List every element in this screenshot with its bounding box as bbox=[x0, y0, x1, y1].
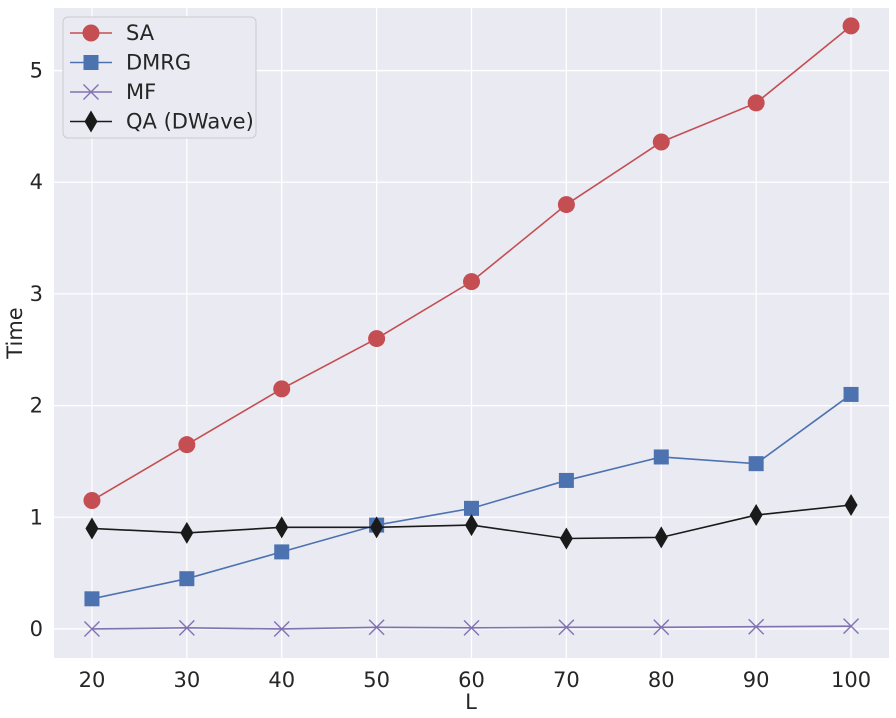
x-axis-label: L bbox=[465, 690, 477, 714]
legend-box bbox=[62, 16, 257, 139]
data-point-qa-dwave bbox=[465, 514, 478, 537]
x-tick-label: 70 bbox=[553, 668, 580, 692]
y-axis-label: Time bbox=[3, 307, 27, 359]
data-point-dmrg bbox=[179, 571, 195, 587]
data-point-qa-dwave bbox=[275, 516, 289, 539]
data-point-sa bbox=[652, 133, 670, 151]
series-qa-dwave bbox=[85, 493, 858, 550]
data-point-mf bbox=[558, 619, 575, 636]
legend-marker-mf bbox=[83, 84, 99, 100]
y-tick-label: 3 bbox=[30, 282, 43, 306]
x-tick-label: 30 bbox=[173, 668, 200, 692]
data-point-sa bbox=[273, 380, 291, 398]
data-point-dmrg bbox=[748, 456, 764, 472]
x-tick-label: 60 bbox=[458, 668, 485, 692]
data-point-mf bbox=[653, 619, 670, 636]
data-point-dmrg bbox=[653, 449, 669, 465]
data-point-mf bbox=[463, 619, 480, 636]
data-point-qa-dwave bbox=[85, 517, 99, 540]
series-mf bbox=[83, 618, 860, 637]
legend-label-qa-dwave: QA (DWave) bbox=[126, 110, 254, 134]
x-tick-label: 20 bbox=[79, 668, 106, 692]
x-tick-label: 40 bbox=[268, 668, 295, 692]
legend-marker-dmrg bbox=[83, 55, 99, 70]
data-point-sa bbox=[842, 17, 860, 35]
data-point-qa-dwave bbox=[844, 493, 858, 516]
x-tick-label: 80 bbox=[648, 668, 675, 692]
data-point-mf bbox=[83, 620, 100, 637]
data-point-sa bbox=[368, 330, 386, 348]
data-point-sa bbox=[463, 273, 480, 291]
legend-label-mf: MF bbox=[126, 80, 156, 104]
series-layer bbox=[83, 17, 860, 637]
data-point-sa bbox=[747, 94, 765, 112]
data-point-mf bbox=[178, 619, 195, 636]
data-point-dmrg bbox=[843, 386, 859, 402]
data-point-dmrg bbox=[558, 472, 574, 488]
legend-label-dmrg: DMRG bbox=[126, 51, 191, 75]
y-tick-label: 4 bbox=[30, 170, 43, 194]
y-tick-label: 1 bbox=[30, 505, 43, 529]
data-point-qa-dwave bbox=[180, 521, 194, 544]
data-point-sa bbox=[83, 492, 101, 510]
y-tick-label: 2 bbox=[30, 394, 43, 418]
legend-marker-qa-dwave bbox=[84, 110, 98, 133]
x-tick-label: 50 bbox=[363, 668, 390, 692]
data-point-dmrg bbox=[274, 544, 290, 560]
data-point-qa-dwave bbox=[370, 516, 384, 539]
data-point-qa-dwave bbox=[654, 526, 668, 549]
legend-marker-sa bbox=[82, 24, 100, 42]
data-point-sa bbox=[178, 436, 196, 454]
x-tick-labels: 20 30 40 50 60 70 80 90 100 bbox=[79, 668, 872, 692]
y-tick-label: 0 bbox=[30, 617, 43, 641]
data-point-mf bbox=[843, 618, 860, 635]
data-point-sa bbox=[557, 196, 575, 214]
x-tick-label: 100 bbox=[831, 668, 871, 692]
y-tick-label: 5 bbox=[30, 59, 43, 83]
series-sa bbox=[83, 17, 860, 510]
legend: SA DMRG MF QA (DWave) bbox=[62, 16, 257, 139]
legend-label-sa: SA bbox=[126, 21, 155, 45]
data-point-dmrg bbox=[464, 500, 479, 516]
x-tick-label: 90 bbox=[743, 668, 770, 692]
y-tick-labels: 0 1 2 3 4 5 bbox=[30, 59, 43, 641]
data-point-mf bbox=[368, 619, 385, 636]
data-point-qa-dwave bbox=[749, 504, 763, 527]
data-point-mf bbox=[748, 618, 765, 635]
data-point-qa-dwave bbox=[559, 527, 573, 550]
data-point-dmrg bbox=[84, 591, 100, 607]
data-point-mf bbox=[273, 620, 290, 637]
